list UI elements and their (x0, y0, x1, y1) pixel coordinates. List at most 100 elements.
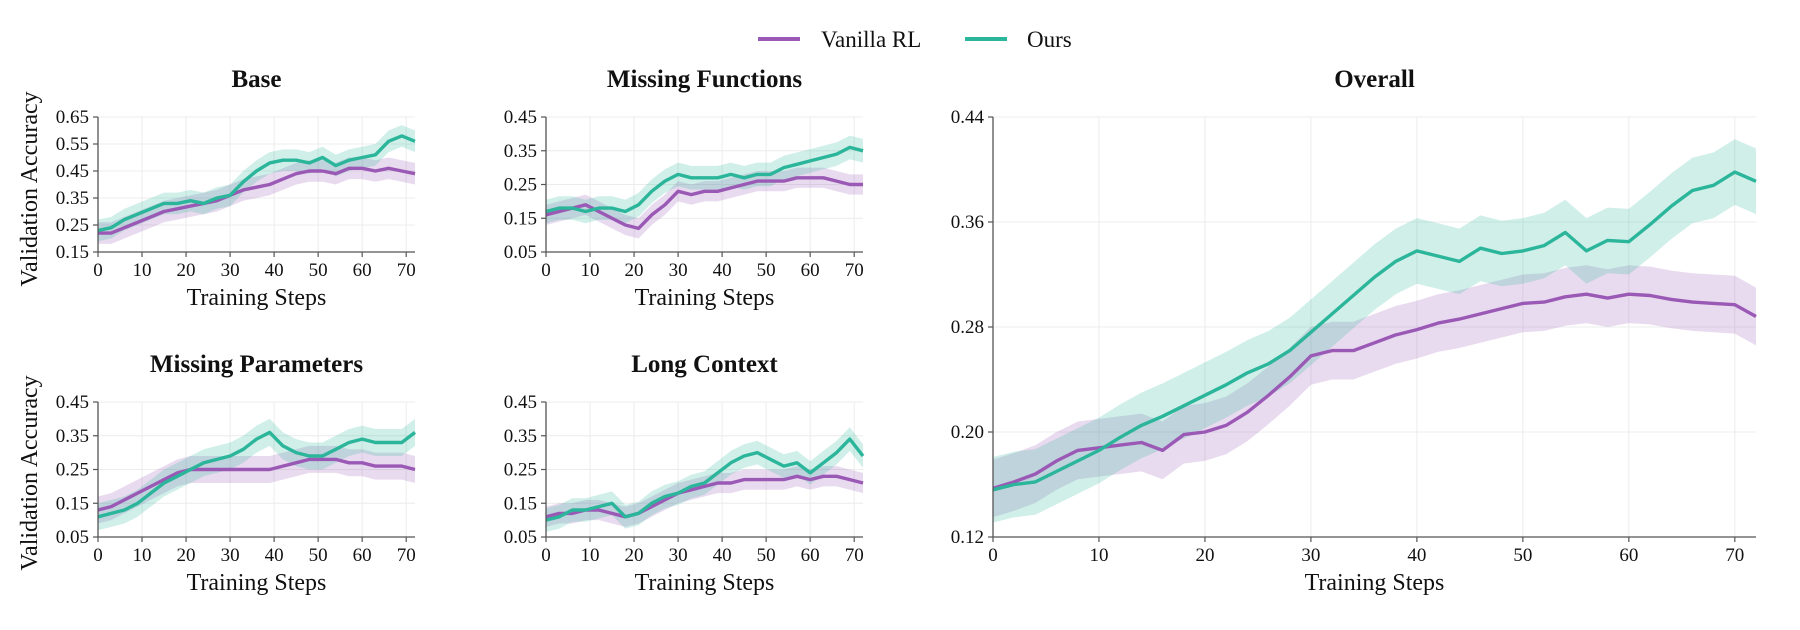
x-tick-label: 60 (1619, 545, 1638, 566)
y-tick-label: 0.05 (56, 527, 89, 548)
x-tick-label: 0 (93, 545, 103, 566)
x-tick-label: 70 (397, 545, 416, 566)
series-line-vanilla-rl (98, 166, 416, 235)
x-tick-label: 60 (353, 260, 372, 281)
y-tick-label: 0.35 (56, 188, 89, 209)
series-line-ours (545, 145, 864, 214)
x-axis-label: Training Steps (187, 285, 327, 311)
series-band-vanilla-rl (546, 167, 863, 239)
y-tick-label: 0.15 (504, 208, 537, 229)
x-axis-label: Training Steps (635, 285, 775, 311)
chart-title: Overall (1334, 66, 1415, 93)
x-tick-label: 40 (713, 260, 732, 281)
y-tick-label: 0.25 (504, 175, 537, 196)
y-tick-label: 0.35 (56, 426, 89, 447)
y-tick-label: 0.15 (56, 242, 89, 263)
x-tick-label: 40 (265, 260, 284, 281)
series-line-vanilla-rl (545, 474, 864, 519)
x-tick-label: 70 (845, 260, 864, 281)
x-tick-label: 20 (177, 545, 196, 566)
y-tick-label: 0.20 (951, 422, 984, 443)
panel-base: Base 0 10 20 30 40 50 60 70 0.15 0.25 0.35 0.45 0.55 0… (56, 66, 416, 311)
x-tick-label: 0 (541, 545, 551, 566)
y-tick-label: 0.65 (56, 107, 89, 128)
panel-long-context: Long Context 0 10 20 30 40 50 60 70 0.05 0.15 0.25 0… (504, 351, 865, 596)
series-band-ours (98, 418, 415, 531)
y-axis-label-bottom-row: Validation Accuracy (17, 375, 43, 570)
x-tick-label: 30 (221, 545, 240, 566)
x-tick-label: 60 (801, 545, 820, 566)
legend-label-ours: Ours (1027, 27, 1072, 52)
series-band-vanilla-rl (98, 445, 415, 524)
x-axis-label: Training Steps (1305, 570, 1445, 596)
y-tick-label: 0.05 (504, 242, 537, 263)
y-tick-label: 0.25 (504, 460, 537, 481)
series-line-vanilla-rl (545, 176, 863, 231)
series-line-ours (545, 437, 865, 522)
x-tick-label: 30 (1301, 545, 1320, 566)
x-tick-label: 30 (221, 260, 240, 281)
y-tick-label: 0.15 (504, 493, 537, 514)
chart-title: Long Context (631, 351, 778, 378)
series-band-vanilla-rl (98, 157, 415, 244)
x-tick-label: 10 (1089, 545, 1108, 566)
x-tick-label: 20 (177, 260, 196, 281)
x-tick-label: 10 (133, 545, 152, 566)
x-tick-label: 10 (581, 545, 600, 566)
x-tick-label: 50 (757, 260, 776, 281)
chart-title: Missing Functions (607, 66, 802, 93)
y-tick-label: 0.35 (504, 426, 537, 447)
x-tick-label: 50 (309, 545, 328, 566)
x-tick-label: 20 (625, 545, 644, 566)
y-tick-label: 0.45 (504, 107, 537, 128)
y-tick-label: 0.55 (56, 134, 89, 155)
y-tick-label: 0.28 (951, 317, 984, 338)
y-tick-label: 0.15 (56, 493, 89, 514)
y-tick-label: 0.45 (56, 161, 89, 182)
x-tick-label: 50 (1513, 545, 1532, 566)
panel-missing-functions: Missing Functions 0 10 20 30 40 50 60 70 0.05 0.15… (504, 66, 864, 311)
y-tick-label: 0.12 (951, 527, 984, 548)
series-line-vanilla-rl (97, 457, 416, 512)
x-tick-label: 70 (1725, 545, 1744, 566)
x-tick-label: 70 (397, 260, 416, 281)
x-tick-label: 60 (353, 545, 372, 566)
series-line-ours (97, 134, 416, 233)
x-tick-label: 0 (541, 260, 551, 281)
x-tick-label: 30 (669, 260, 688, 281)
series-band-ours (993, 139, 1756, 523)
x-axis-label: Training Steps (635, 570, 775, 596)
x-tick-label: 0 (988, 545, 998, 566)
legend-label-vanilla-rl: Vanilla RL (821, 27, 921, 52)
y-tick-label: 0.36 (951, 212, 984, 233)
y-tick-label: 0.25 (56, 215, 89, 236)
series-line-ours (97, 430, 417, 519)
y-tick-label: 0.35 (504, 141, 537, 162)
x-tick-label: 30 (669, 545, 688, 566)
series-line-vanilla-rl (992, 292, 1757, 491)
x-axis-label: Training Steps (187, 570, 327, 596)
legend: Vanilla RL Ours (758, 27, 1072, 52)
x-tick-label: 20 (1195, 545, 1214, 566)
x-tick-label: 50 (309, 260, 328, 281)
chart-title: Base (232, 66, 282, 93)
x-tick-label: 40 (265, 545, 284, 566)
y-tick-label: 0.45 (504, 392, 537, 413)
x-tick-label: 40 (1407, 545, 1426, 566)
x-tick-label: 10 (581, 260, 600, 281)
x-tick-label: 20 (625, 260, 644, 281)
y-tick-label: 0.05 (504, 527, 537, 548)
x-tick-label: 60 (801, 260, 820, 281)
y-tick-label: 0.44 (951, 107, 985, 128)
series-band-ours (546, 427, 863, 532)
y-tick-label: 0.25 (56, 460, 89, 481)
y-axis-label-top-row: Validation Accuracy (17, 91, 43, 286)
y-tick-label: 0.45 (56, 392, 89, 413)
x-tick-label: 10 (133, 260, 152, 281)
chart-title: Missing Parameters (150, 351, 363, 378)
x-tick-label: 40 (713, 545, 732, 566)
x-tick-label: 50 (757, 545, 776, 566)
series-band-vanilla-rl (993, 265, 1756, 518)
panel-missing-parameters: Missing Parameters 0 10 20 30 40 50 60 70 0.05 0.1… (56, 351, 417, 596)
